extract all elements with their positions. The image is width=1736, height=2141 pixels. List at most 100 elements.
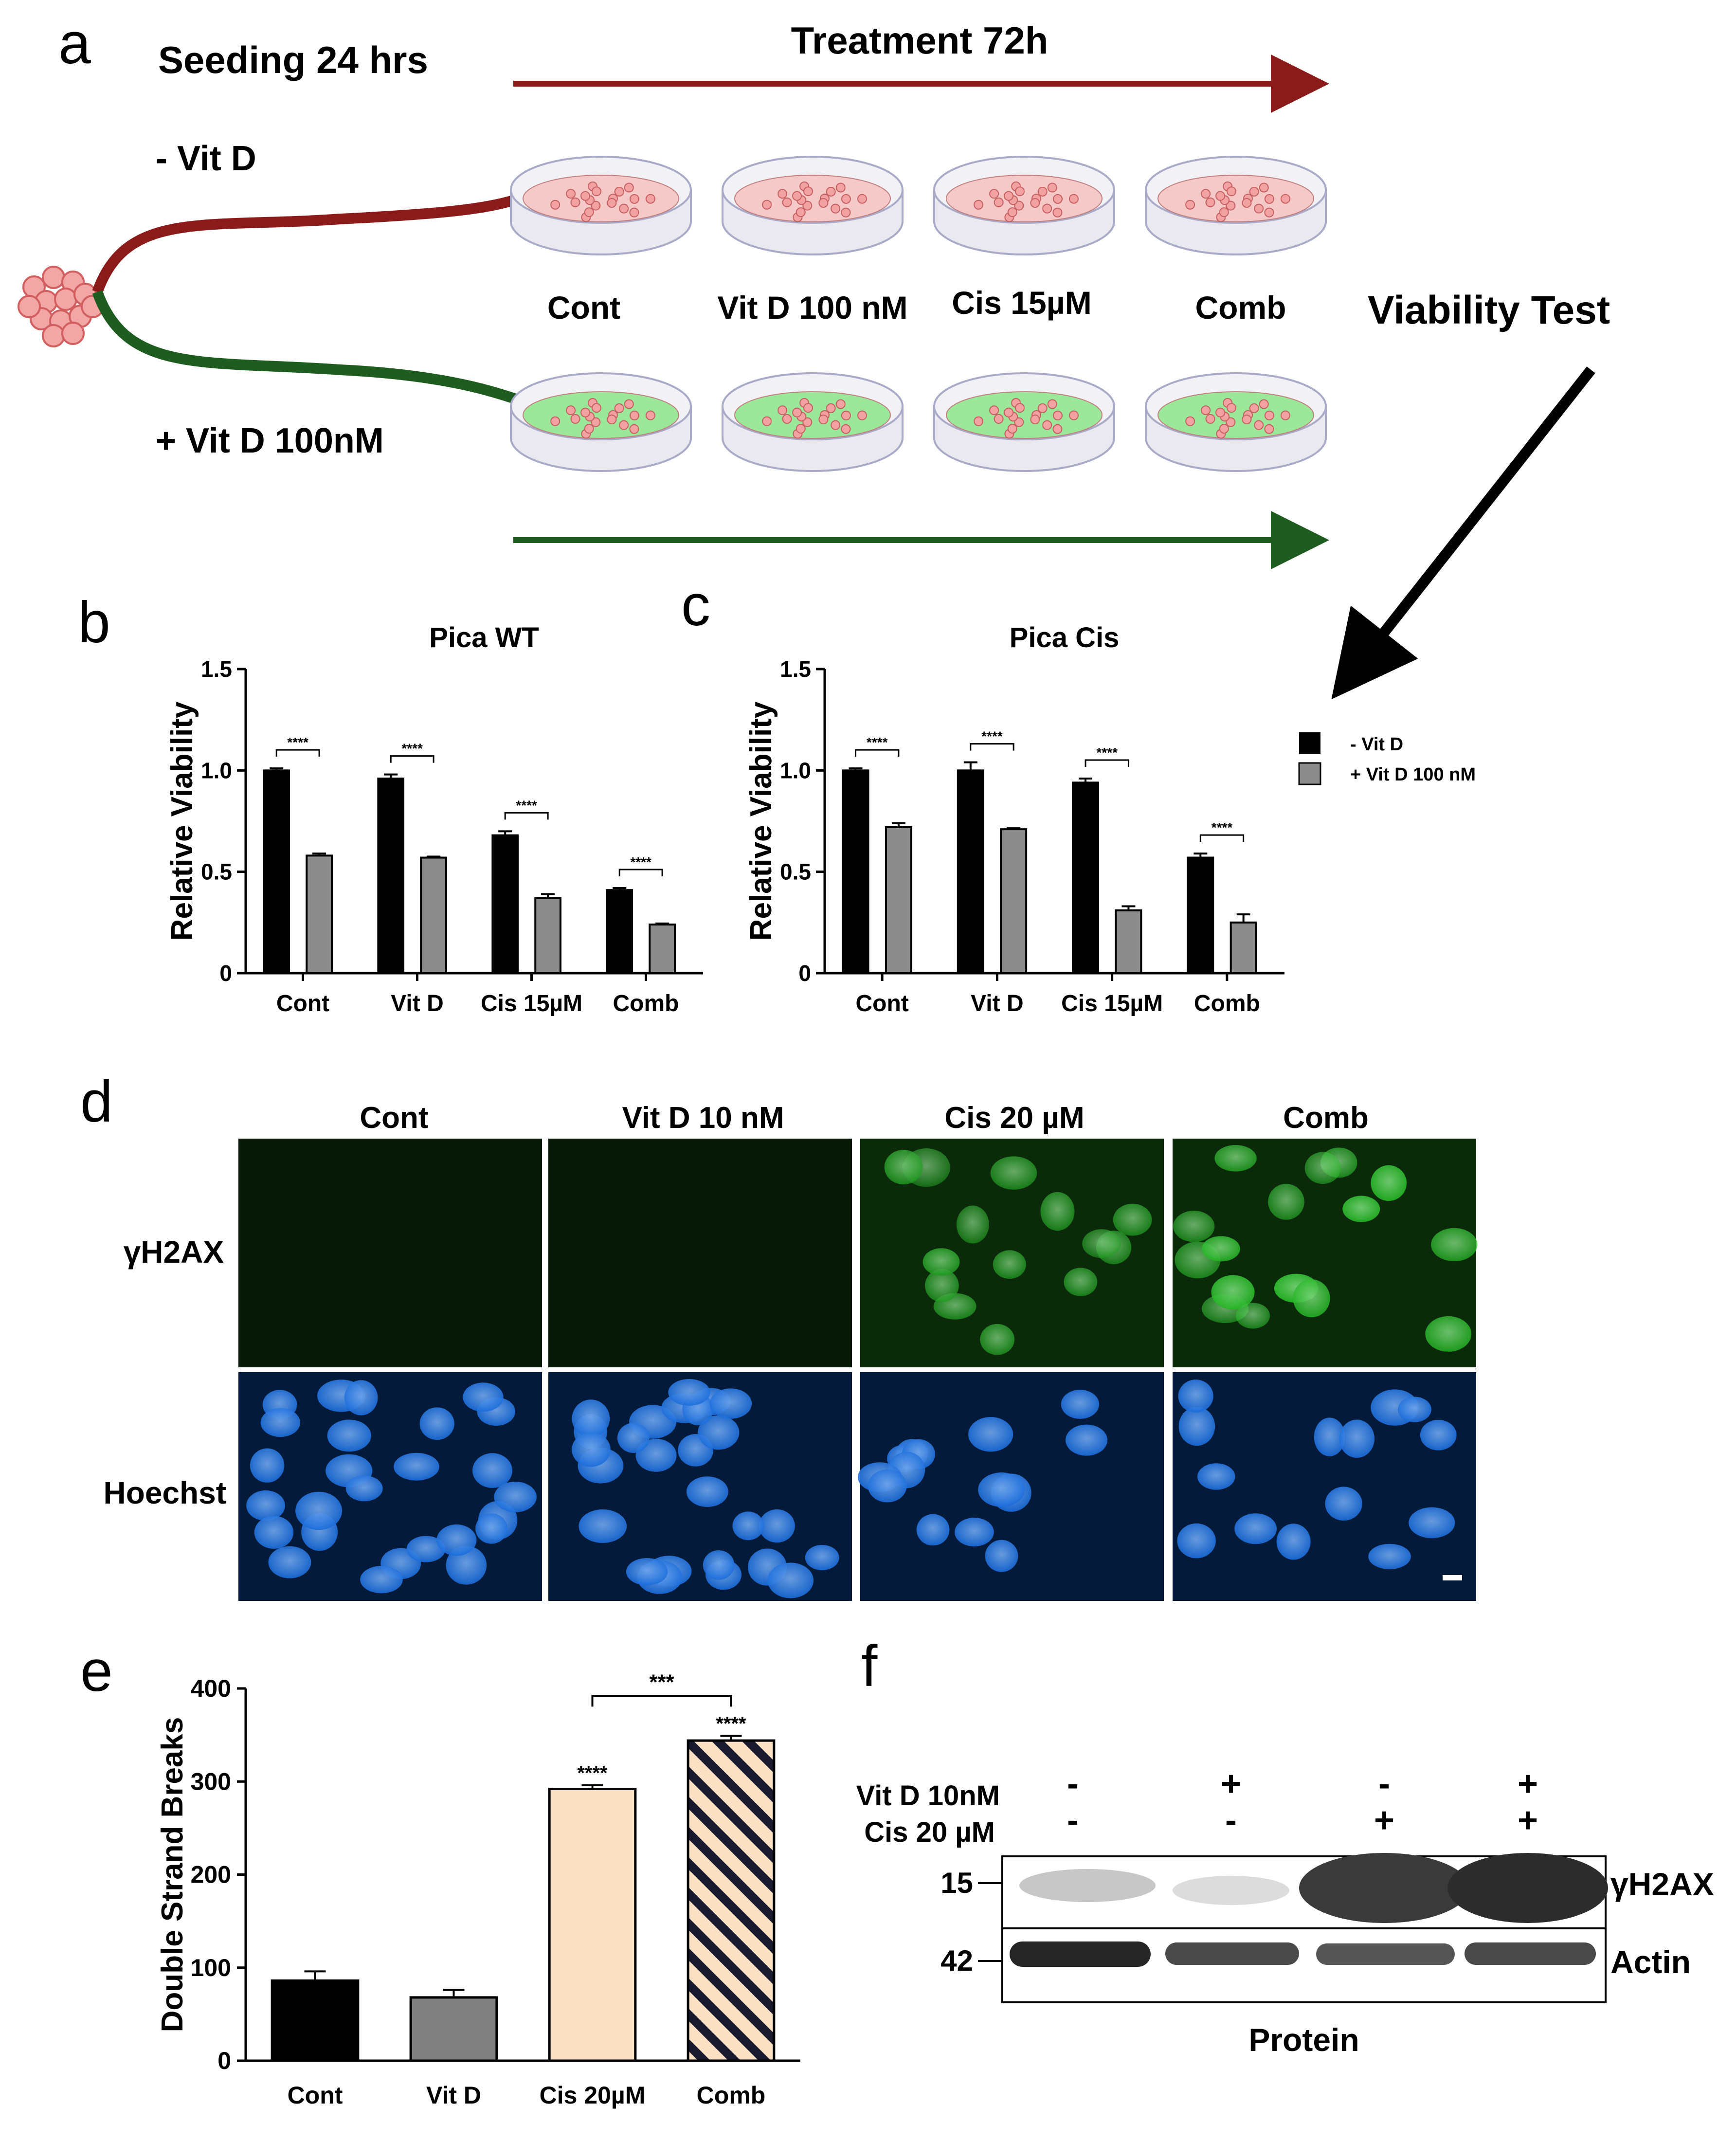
dish-cell xyxy=(782,197,792,207)
condition-label: Comb xyxy=(1195,290,1286,326)
nucleus-highlight xyxy=(1398,1397,1431,1422)
petri-dish-icon xyxy=(933,372,1115,472)
petri-dish-icon xyxy=(722,156,904,255)
nucleus-highlight xyxy=(1431,1228,1478,1262)
column-label: Cis 20 µM xyxy=(944,1101,1084,1135)
band-actin-lane1 xyxy=(1010,1941,1151,1967)
column-label: Cont xyxy=(360,1101,428,1135)
seed-cell xyxy=(42,324,65,347)
gamma-h2ax-image xyxy=(548,1139,852,1367)
nucleus-highlight xyxy=(626,1558,668,1586)
x-tick-label: Cis 15µM xyxy=(481,991,582,1016)
dish-cell xyxy=(1227,186,1237,197)
bar-minus-vitd xyxy=(1072,781,1100,975)
gamma-h2ax-image xyxy=(238,1139,542,1367)
bracket-line xyxy=(618,869,663,876)
nucleus-highlight xyxy=(436,1524,477,1556)
x-tick-label: Cont xyxy=(276,991,329,1016)
bar-minus-vitd xyxy=(1187,856,1214,974)
legend-label-minus: - Vit D xyxy=(1350,734,1403,755)
bar-minus-vitd xyxy=(263,769,290,975)
dish-cell xyxy=(566,405,576,416)
seed-cell xyxy=(61,322,85,345)
y-tick-label: 1.5 xyxy=(201,656,232,682)
row-label-hoechst: Hoechst xyxy=(104,1475,227,1510)
bar-3 xyxy=(687,1739,776,2062)
petri-dish-icon xyxy=(722,372,904,472)
cis-sign: + xyxy=(1518,1801,1538,1840)
petri-dish-icon xyxy=(1145,372,1327,472)
dish-cell xyxy=(1264,194,1274,204)
x-tick-label: Vit D xyxy=(971,991,1023,1016)
dish-cell xyxy=(782,414,792,424)
dish-cell xyxy=(1249,403,1259,413)
dish-cell xyxy=(584,424,594,434)
dish-cell xyxy=(1259,399,1269,409)
viability-test-label: Viability Test xyxy=(1368,288,1610,332)
dish-cell xyxy=(614,403,624,413)
nucleus-highlight xyxy=(1268,1183,1304,1220)
dish-cell xyxy=(580,407,591,417)
y-tick-label: 100 xyxy=(191,1954,231,1981)
row-label-vitd: Vit D 10nM xyxy=(856,1780,1000,1812)
dish-cell xyxy=(1042,420,1052,430)
dish-cell xyxy=(778,189,788,199)
significance-stars: **** xyxy=(630,854,651,870)
nucleus-highlight xyxy=(1234,1513,1277,1544)
dish-cell xyxy=(580,191,591,201)
significance-bracket: **** xyxy=(855,735,900,757)
dish-cell xyxy=(1219,424,1229,434)
seeded-cells-icon xyxy=(18,266,104,347)
dish-cell xyxy=(1249,186,1259,197)
hoechst-image xyxy=(857,1372,1164,1601)
dish-cell xyxy=(835,182,846,193)
nucleus-highlight xyxy=(344,1380,378,1415)
nucleus-highlight xyxy=(805,1544,839,1571)
microscopy-column-labels: Cont Vit D 10 nM Cis 20 µM Comb xyxy=(360,1101,1368,1135)
nucleus-highlight xyxy=(698,1415,740,1450)
nucleus-highlight xyxy=(295,1491,343,1530)
bar-2 xyxy=(548,1788,637,2062)
dish-cell xyxy=(607,198,617,208)
treatment-label: Treatment 72h xyxy=(791,19,1049,62)
significance-stars: **** xyxy=(1096,745,1118,760)
gamma-h2ax-image xyxy=(1173,1139,1478,1367)
y-tick-label: 0 xyxy=(217,2047,231,2074)
nucleus-highlight xyxy=(1178,1407,1215,1446)
nucleus-highlight xyxy=(475,1513,507,1544)
dish-cell xyxy=(1205,414,1215,424)
bracket-stars: *** xyxy=(649,1670,674,1694)
viability-arrow xyxy=(1331,366,1595,700)
dish-cell xyxy=(989,189,999,199)
significance-stars: **** xyxy=(577,1762,608,1784)
dish-medium xyxy=(734,391,891,439)
bar-plus-vitd xyxy=(420,856,447,974)
nucleus-highlight xyxy=(1214,1145,1257,1172)
dish-cell xyxy=(803,186,814,197)
dish-cell xyxy=(624,182,634,193)
nucleus-highlight xyxy=(1325,1487,1362,1521)
dish-cell xyxy=(831,420,841,430)
legend-swatch-minus xyxy=(1299,732,1320,754)
significance-bracket: **** xyxy=(275,735,320,757)
legend-label-plus: + Vit D 100 nM xyxy=(1350,764,1476,785)
nucleus-highlight xyxy=(1065,1424,1108,1456)
nucleus-highlight xyxy=(1409,1507,1455,1539)
bar-minus-vitd xyxy=(842,769,869,975)
column-label: Vit D 10 nM xyxy=(622,1101,784,1135)
panel-a: a Seeding 24 hrs Treatment 72h - Vit D +… xyxy=(18,11,1610,700)
dish-cell xyxy=(1242,198,1252,208)
nucleus-highlight xyxy=(406,1536,446,1562)
y-tick-label: 0.5 xyxy=(201,859,232,885)
bracket-line xyxy=(855,749,900,757)
band-label-gamma-h2ax: γH2AX xyxy=(1610,1866,1714,1902)
nucleus-highlight xyxy=(978,1472,1025,1507)
nucleus-highlight xyxy=(327,1419,371,1452)
y-tick-label: 200 xyxy=(191,1861,231,1888)
legend-bc: - Vit D + Vit D 100 nM xyxy=(1298,732,1476,785)
dish-cell xyxy=(584,207,594,218)
nucleus-highlight xyxy=(1425,1316,1472,1352)
panel-d: d Cont Vit D 10 nM Cis 20 µM Comb γH2AX Hoe… xyxy=(80,1069,1478,1601)
microscopy-tiles xyxy=(238,1139,1478,1601)
nucleus-highlight xyxy=(246,1490,285,1521)
